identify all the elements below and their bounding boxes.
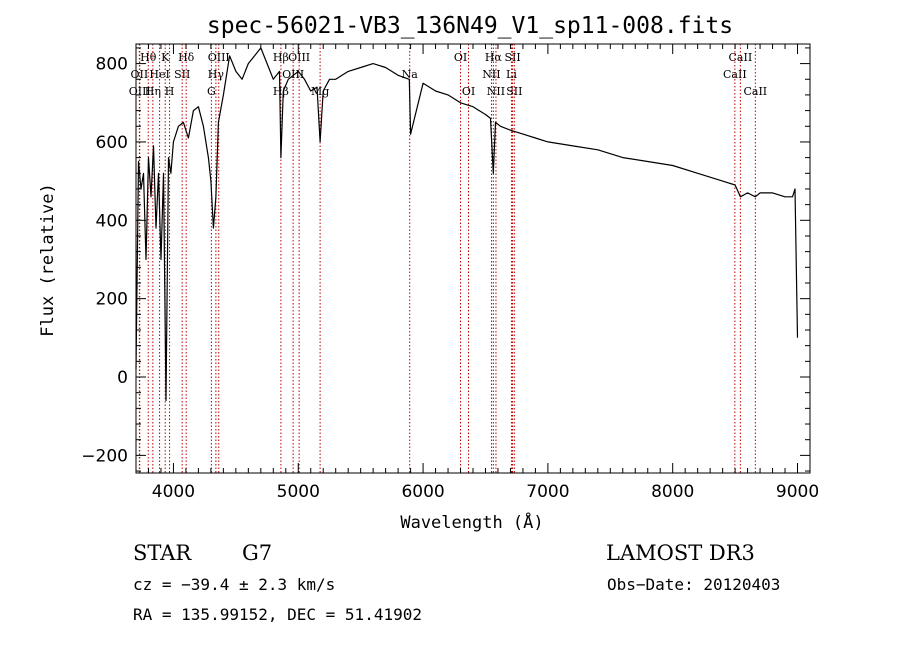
y-tick-label: 600 bbox=[96, 133, 128, 153]
y-tick-label: −200 bbox=[81, 446, 128, 466]
x-tick-label: 4000 bbox=[152, 482, 195, 502]
y-tick-label: 800 bbox=[96, 55, 128, 75]
line-label: Hα bbox=[485, 51, 503, 64]
line-label: H bbox=[165, 85, 175, 98]
line-label: Na bbox=[402, 68, 419, 81]
line-label: G bbox=[207, 85, 216, 98]
reference-line-group bbox=[138, 44, 756, 473]
chart-title: spec-56021-VB3_136N49_V1_sp11-008.fits bbox=[207, 13, 733, 39]
line-label: Hβ bbox=[273, 51, 289, 64]
line-label: Hθ bbox=[140, 51, 157, 64]
line-label: Hγ bbox=[208, 68, 225, 81]
x-axis-label: Wavelength (Å) bbox=[400, 511, 543, 533]
redshift-cz: cz = −39.4 ± 2.3 km/s bbox=[133, 575, 335, 594]
line-label: OII bbox=[131, 68, 149, 81]
line-label: CaII bbox=[743, 85, 767, 98]
plot-frame bbox=[135, 43, 811, 474]
y-axis: −200 0 200 400 600 800 bbox=[81, 47, 810, 472]
line-label: Li bbox=[506, 68, 517, 81]
line-label: K bbox=[161, 51, 170, 64]
line-label: OI bbox=[462, 85, 475, 98]
y-tick-label: 400 bbox=[96, 211, 128, 231]
x-axis: 4000 5000 6000 7000 8000 9000 bbox=[147, 44, 819, 502]
line-label: NII bbox=[482, 68, 500, 81]
line-label: SII bbox=[506, 85, 522, 98]
line-label: CaII bbox=[729, 51, 753, 64]
line-label: HeI bbox=[149, 68, 169, 81]
series-line-flux bbox=[135, 47, 799, 402]
x-tick-label: 8000 bbox=[651, 482, 694, 502]
survey-label: LAMOST DR3 bbox=[606, 541, 755, 565]
line-label: SII bbox=[174, 68, 190, 81]
line-label: Hδ bbox=[178, 51, 195, 64]
x-tick-label: 9000 bbox=[776, 482, 819, 502]
x-tick-label: 5000 bbox=[277, 482, 320, 502]
line-label: OIII bbox=[129, 85, 151, 98]
line-label: Mg bbox=[311, 85, 329, 98]
object-class: STAR bbox=[133, 541, 192, 565]
coordinates: RA = 135.99152, DEC = 51.41902 bbox=[133, 605, 422, 624]
line-label: CaII bbox=[723, 68, 747, 81]
object-subclass: G7 bbox=[242, 541, 272, 565]
line-label: OI bbox=[454, 51, 467, 64]
x-tick-label: 7000 bbox=[526, 482, 569, 502]
line-label: OIII bbox=[288, 51, 310, 64]
y-axis-label: Flux (relative) bbox=[38, 183, 58, 337]
line-label: NII bbox=[487, 85, 505, 98]
line-label: Hη bbox=[145, 85, 161, 98]
y-tick-label: 200 bbox=[96, 290, 128, 310]
y-tick-label: 0 bbox=[117, 368, 128, 388]
line-label: Hβ bbox=[273, 85, 289, 98]
series-group bbox=[135, 47, 799, 402]
x-tick-label: 6000 bbox=[401, 482, 444, 502]
obs-date: Obs−Date: 20120403 bbox=[607, 575, 780, 594]
line-label: SII bbox=[504, 51, 520, 64]
line-label: OIII bbox=[208, 51, 230, 64]
